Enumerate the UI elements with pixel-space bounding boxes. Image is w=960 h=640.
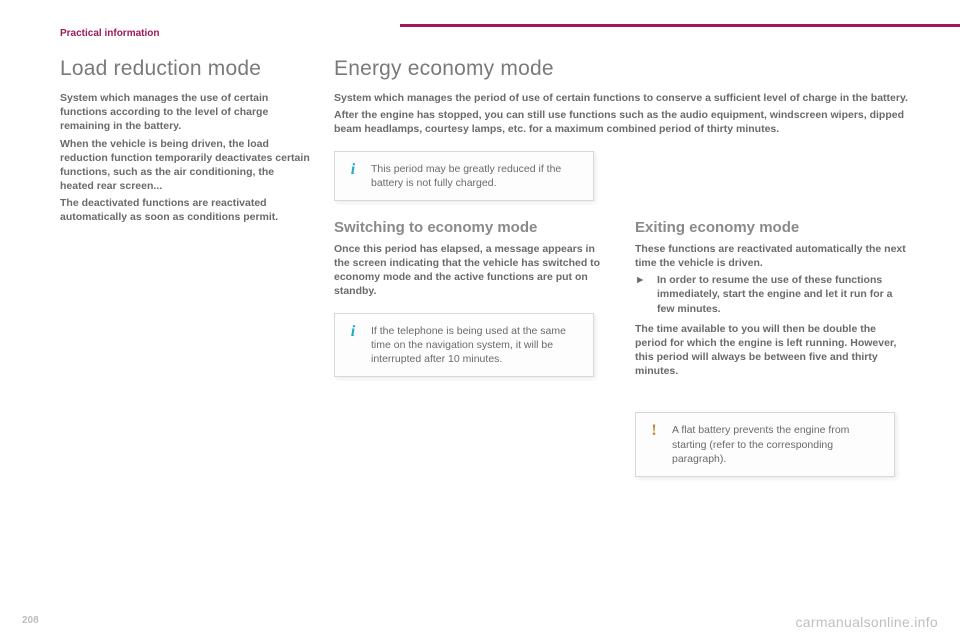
bullet-item: ► In order to resume the use of these fu… [635, 273, 910, 316]
column-energy-economy: Energy economy mode System which manages… [334, 57, 910, 495]
paragraph: System which manages the use of certain … [60, 91, 310, 134]
content-columns: Load reduction mode System which manages… [60, 57, 910, 495]
body-switching: Once this period has elapsed, a message … [334, 242, 609, 299]
paragraph: After the engine has stopped, you can st… [334, 108, 910, 136]
subcol-exiting: Exiting economy mode These functions are… [635, 219, 910, 495]
body-load-reduction: System which manages the use of certain … [60, 91, 310, 225]
callout-info-telephone: i If the telephone is being used at the … [334, 313, 594, 378]
paragraph: Once this period has elapsed, a message … [334, 242, 609, 299]
paragraph: System which manages the period of use o… [334, 91, 910, 105]
callout-warning-flat-battery: ! A flat battery prevents the engine fro… [635, 412, 895, 477]
callout-info-battery: i This period may be greatly reduced if … [334, 151, 594, 201]
info-icon: i [347, 324, 359, 340]
section-label: Practical information [60, 28, 910, 39]
info-icon: i [347, 162, 359, 178]
subcol-switching: Switching to economy mode Once this peri… [334, 219, 609, 495]
callout-text: A flat battery prevents the engine from … [672, 423, 882, 466]
page-number: 208 [22, 615, 39, 626]
paragraph: The time available to you will then be d… [635, 322, 910, 379]
heading-energy-economy: Energy economy mode [334, 57, 910, 81]
bullet-text: In order to resume the use of these func… [657, 273, 910, 316]
body-exiting: These functions are reactivated automati… [635, 242, 910, 379]
footer-watermark: carmanualsonline.info [796, 614, 939, 630]
bullet-arrow-icon: ► [635, 273, 649, 316]
heading-switching: Switching to economy mode [334, 219, 609, 236]
callout-text: This period may be greatly reduced if th… [371, 162, 581, 190]
sub-columns: Switching to economy mode Once this peri… [334, 219, 910, 495]
accent-rule [400, 24, 960, 27]
column-load-reduction: Load reduction mode System which manages… [60, 57, 310, 495]
body-energy-intro: System which manages the period of use o… [334, 91, 910, 137]
manual-page: Practical information Load reduction mod… [0, 0, 960, 640]
paragraph: When the vehicle is being driven, the lo… [60, 137, 310, 194]
paragraph: These functions are reactivated automati… [635, 242, 910, 270]
warning-icon: ! [648, 423, 660, 439]
paragraph: The deactivated functions are reactivate… [60, 196, 310, 224]
heading-load-reduction: Load reduction mode [60, 57, 310, 81]
callout-text: If the telephone is being used at the sa… [371, 324, 581, 367]
heading-exiting: Exiting economy mode [635, 219, 910, 236]
